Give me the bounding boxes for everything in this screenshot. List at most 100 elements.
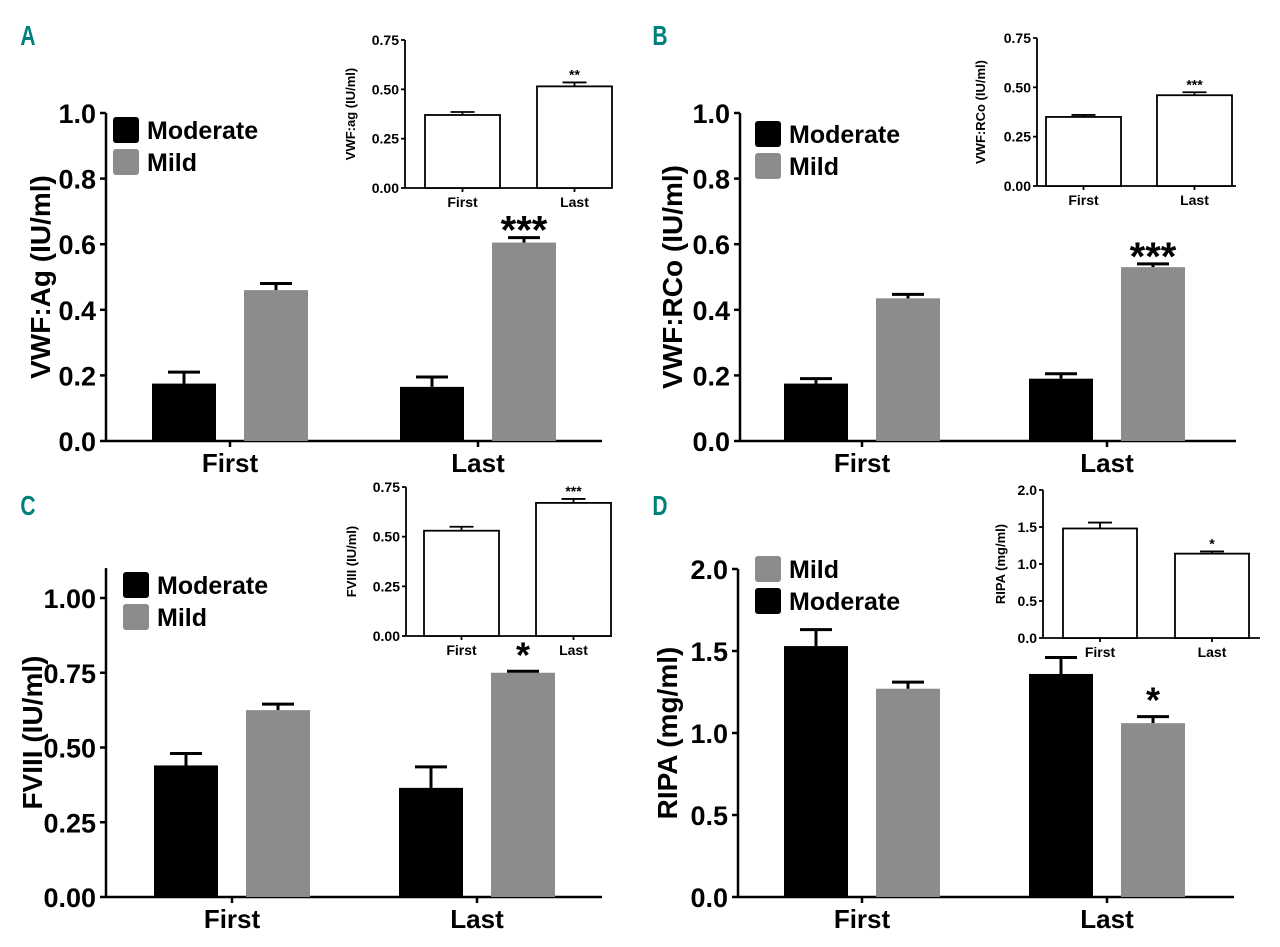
- y-tick-label: 0.6: [58, 230, 96, 260]
- legend-label: Mild: [789, 556, 839, 584]
- inset-bar-first: [424, 114, 501, 189]
- bar-moderate-first: [154, 765, 218, 897]
- bar-mild-last: [491, 672, 555, 897]
- legend-swatch-mild: [755, 153, 781, 179]
- inset-significance-marker: ***: [1186, 76, 1203, 92]
- inset-error-bar: [1182, 91, 1207, 96]
- bar-moderate-last: [1029, 378, 1093, 441]
- x-tick-label: Last: [1080, 904, 1134, 934]
- bar-mild-first: [246, 710, 310, 897]
- inset-y-tick-label: 0.75: [372, 32, 399, 48]
- inset-y-tick-label: 0.75: [1004, 30, 1031, 46]
- y-axis-label: FVIII (IU/ml): [17, 656, 48, 810]
- inset-y-tick-label: 0.25: [373, 578, 400, 594]
- bar-moderate-first: [784, 383, 848, 441]
- y-tick-label: 1.0: [692, 99, 730, 129]
- inset-error-bar: [1071, 114, 1096, 117]
- y-tick-label: 0.2: [58, 361, 96, 391]
- legend-label: Moderate: [789, 588, 900, 616]
- error-bar: [1137, 262, 1169, 268]
- inset-bar-last: [535, 501, 612, 637]
- panel-letter: B: [652, 21, 667, 52]
- legend-label: Moderate: [789, 121, 900, 149]
- y-tick-label: 0.00: [43, 883, 96, 913]
- inset-bar-last: [536, 85, 613, 189]
- inset-chart: 0.00 0.25 0.50 0.75 FVIII (IU/ml) First Last **…: [344, 479, 612, 658]
- legend-swatch-mild: [123, 604, 149, 630]
- inset-x-tick-label: First: [1068, 192, 1099, 208]
- error-bar: [508, 236, 540, 243]
- legend-swatch-moderate: [113, 117, 139, 143]
- inset-y-tick-label: 0.50: [1004, 79, 1031, 95]
- panel-letter: C: [20, 491, 35, 522]
- panel-d: D 0.0 0.5 1.0 1.5 2.0 RIPA (mg/ml) First Last * Mi…: [652, 482, 1260, 934]
- y-tick-label: 0.25: [43, 808, 96, 838]
- inset-bar-first: [1045, 116, 1122, 187]
- error-bar: [892, 292, 924, 299]
- inset-x-tick-label: Last: [1180, 192, 1209, 208]
- inset-y-axis-label: VWF:ag (IU/ml): [343, 68, 358, 160]
- x-tick-label: Last: [451, 448, 505, 478]
- inset-x-tick-label: Last: [1198, 644, 1227, 660]
- error-bar: [168, 370, 200, 384]
- bar-mild-last: [1121, 267, 1185, 441]
- error-bar: [416, 375, 448, 387]
- error-bar: [1045, 372, 1077, 379]
- x-tick-label: First: [204, 904, 261, 934]
- bar-moderate-first: [152, 383, 216, 441]
- inset-x-tick-label: First: [446, 642, 477, 658]
- legend-swatch-mild: [113, 149, 139, 175]
- y-tick-label: 0.0: [690, 883, 728, 913]
- inset-x-tick-label: First: [447, 194, 478, 210]
- inset-y-tick-label: 0.00: [373, 628, 400, 644]
- inset-x-tick-label: Last: [560, 194, 589, 210]
- error-bar: [800, 628, 832, 647]
- x-tick-label: Last: [450, 904, 504, 934]
- significance-marker: ***: [501, 209, 548, 253]
- inset-y-tick-label: 2.0: [1018, 482, 1038, 498]
- inset-bar-last: [1174, 552, 1250, 639]
- inset-y-axis-label: RIPA (mg/ml): [993, 524, 1008, 604]
- inset-y-tick-label: 0.50: [373, 529, 400, 545]
- inset-y-axis-label: FVIII (IU/ml): [344, 526, 359, 598]
- x-tick-label: First: [834, 904, 891, 934]
- legend-swatch-moderate: [755, 588, 781, 614]
- inset-y-tick-label: 0.0: [1018, 630, 1038, 646]
- y-tick-label: 0.50: [43, 734, 96, 764]
- inset-y-tick-label: 1.0: [1018, 556, 1038, 572]
- inset-error-bar: [449, 525, 474, 531]
- panel-letter: D: [652, 491, 667, 522]
- x-tick-label: Last: [1080, 448, 1134, 478]
- inset-error-bar: [1200, 550, 1224, 554]
- inset-y-tick-label: 1.5: [1018, 519, 1038, 535]
- error-bar: [262, 702, 294, 711]
- inset-chart: 0.0 0.5 1.0 1.5 2.0 RIPA (mg/ml) First Last *: [993, 482, 1260, 660]
- inset-y-tick-label: 0.00: [1004, 178, 1031, 194]
- y-tick-label: 1.0: [58, 99, 96, 129]
- error-bar: [1045, 656, 1077, 674]
- inset-y-tick-label: 0.25: [1004, 129, 1031, 145]
- error-bar: [1137, 715, 1169, 724]
- bar-mild-first: [876, 298, 940, 441]
- panel-letter: A: [20, 21, 35, 52]
- y-tick-label: 1.5: [690, 637, 728, 667]
- y-axis-label: VWF:Ag (IU/ml): [25, 175, 56, 379]
- inset-chart: 0.00 0.25 0.50 0.75 VWF:RCo (IU/ml) First Last…: [973, 30, 1236, 208]
- bar-mild-last: [1121, 723, 1185, 897]
- significance-marker: *: [1146, 680, 1160, 721]
- y-tick-label: 0.5: [690, 801, 728, 831]
- inset-y-axis-label: VWF:RCo (IU/ml): [973, 60, 988, 164]
- y-tick-label: 0.8: [692, 165, 730, 195]
- panel-c: C 0.00 0.25 0.50 0.75 1.00 FVIII (IU/ml) First L…: [17, 479, 612, 934]
- bar-moderate-last: [399, 787, 463, 897]
- inset-significance-marker: **: [569, 66, 580, 82]
- legend-swatch-moderate: [123, 572, 149, 598]
- inset-bar-first: [1062, 527, 1138, 639]
- bar-moderate-last: [1029, 673, 1093, 897]
- y-tick-label: 1.0: [690, 719, 728, 749]
- panel-b: B 0.0 0.2 0.4 0.6 0.8 1.0 VWF:RCo (IU/ml) First L…: [652, 21, 1236, 478]
- bar-moderate-last: [400, 386, 464, 441]
- legend-label: Moderate: [147, 117, 258, 145]
- bar-mild-first: [876, 688, 940, 897]
